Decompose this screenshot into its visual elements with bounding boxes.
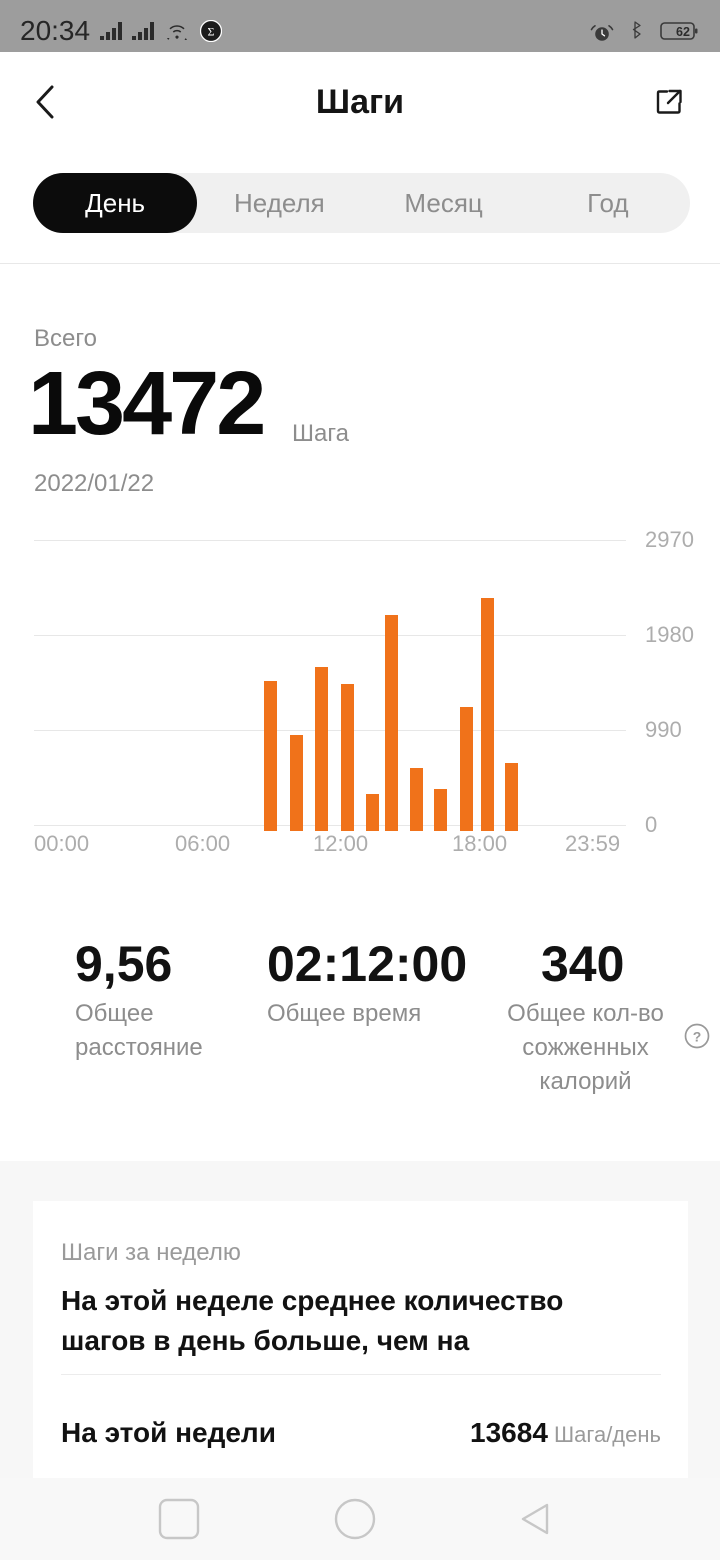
svg-text:Σ: Σ [208,25,215,39]
svg-text:62: 62 [676,25,690,39]
svg-text:?: ? [693,1029,702,1045]
